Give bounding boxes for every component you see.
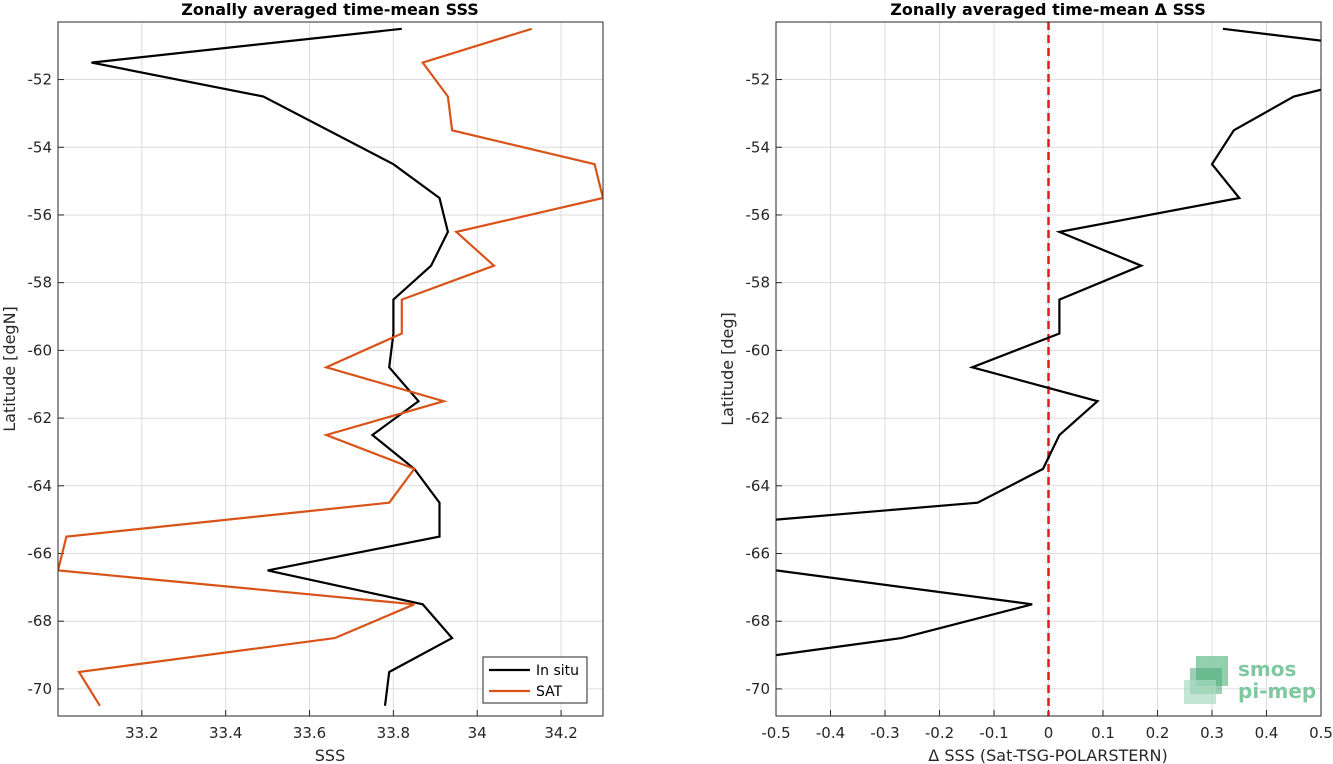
ticks-delta-sss: -0.5 -0.4 -0.3 -0.2 -0.1 0 0.1 0.2 0.3 0.4 0.5 -52 -… bbox=[746, 71, 1333, 742]
x-tick-label: 0.2 bbox=[1146, 724, 1170, 742]
series-sss bbox=[58, 27, 603, 707]
logo-text-smos: smos bbox=[1238, 657, 1296, 681]
panel-delta-sss: Zonally averaged time-mean Δ SSS -0.5 -0.… bbox=[718, 0, 1333, 764]
x-tick-label: 33.6 bbox=[293, 724, 326, 742]
y-tick-label: -52 bbox=[28, 71, 53, 89]
x-tick-label: 33.8 bbox=[377, 724, 410, 742]
y-tick-label: -54 bbox=[746, 138, 771, 156]
y-tick-label: -64 bbox=[28, 477, 53, 495]
x-tick-label: 33.4 bbox=[209, 724, 242, 742]
x-tick-label: -0.1 bbox=[979, 724, 1008, 742]
legend: In situ SAT bbox=[482, 656, 588, 704]
y-tick-label: -66 bbox=[28, 545, 53, 563]
x-tick-label: 33.2 bbox=[125, 724, 158, 742]
x-tick-label: 0.4 bbox=[1255, 724, 1279, 742]
series-line-sat bbox=[58, 27, 603, 707]
x-tick-label: 0 bbox=[1044, 724, 1054, 742]
y-tick-label: -68 bbox=[28, 612, 53, 630]
chart-title-delta-sss: Zonally averaged time-mean Δ SSS bbox=[890, 0, 1206, 19]
panel-sss: Zonally averaged time-mean SSS 33.2 33.4 3… bbox=[0, 0, 604, 764]
y-tick-label: -68 bbox=[746, 612, 771, 630]
legend-label-in-situ: In situ bbox=[536, 663, 579, 679]
logo-text-pi-mep: pi-mep bbox=[1238, 679, 1316, 703]
series-line-delta-sss-segment-2 bbox=[776, 88, 1321, 521]
chart-title-sss: Zonally averaged time-mean SSS bbox=[181, 0, 479, 19]
y-tick-label: -58 bbox=[746, 274, 771, 292]
ticks-sss: 33.2 33.4 33.6 33.8 34 34.2 -52 -54 -56 -58 -60 -62… bbox=[28, 71, 578, 742]
x-tick-label: 0.3 bbox=[1200, 724, 1224, 742]
y-tick-label: -62 bbox=[28, 409, 53, 427]
y-tick-label: -64 bbox=[746, 477, 771, 495]
xlabel-sss: SSS bbox=[315, 746, 345, 764]
x-tick-label: 0.5 bbox=[1309, 724, 1333, 742]
legend-box bbox=[482, 656, 588, 704]
ylabel-sss: Latitude [degN] bbox=[0, 306, 19, 432]
xlabel-delta-sss: Δ SSS (Sat-TSG-POLARSTERN) bbox=[928, 746, 1167, 764]
series-line-delta-sss-segment-1 bbox=[1222, 27, 1321, 42]
x-tick-label: -0.3 bbox=[870, 724, 899, 742]
axes-frame-delta-sss bbox=[775, 21, 1322, 717]
legend-label-sat: SAT bbox=[536, 684, 563, 700]
ylabel-delta-sss: Latitude [deg] bbox=[718, 312, 737, 426]
x-tick-label: -0.2 bbox=[925, 724, 954, 742]
y-tick-label: -66 bbox=[746, 545, 771, 563]
x-tick-label: -0.5 bbox=[761, 724, 790, 742]
x-tick-label: 34.2 bbox=[544, 724, 577, 742]
x-tick-label: 34 bbox=[468, 724, 487, 742]
y-tick-label: -70 bbox=[28, 680, 53, 698]
logo-block-front bbox=[1184, 680, 1216, 704]
grid-sss bbox=[58, 22, 603, 716]
y-tick-label: -60 bbox=[746, 341, 771, 359]
y-tick-label: -60 bbox=[28, 341, 53, 359]
x-tick-label: 0.1 bbox=[1091, 724, 1115, 742]
x-tick-label: -0.4 bbox=[816, 724, 845, 742]
series-delta-sss bbox=[776, 27, 1321, 657]
series-line-delta-sss-segment-3 bbox=[776, 569, 1033, 657]
y-tick-label: -56 bbox=[746, 206, 771, 224]
y-tick-label: -58 bbox=[28, 274, 53, 292]
y-tick-label: -54 bbox=[28, 138, 53, 156]
y-tick-label: -70 bbox=[746, 680, 771, 698]
y-tick-label: -62 bbox=[746, 409, 771, 427]
axes-frame-sss bbox=[57, 21, 604, 717]
y-tick-label: -52 bbox=[746, 71, 771, 89]
y-tick-label: -56 bbox=[28, 206, 53, 224]
series-line-in-situ bbox=[91, 27, 454, 706]
smos-pi-mep-logo: smos pi-mep bbox=[1184, 656, 1316, 704]
